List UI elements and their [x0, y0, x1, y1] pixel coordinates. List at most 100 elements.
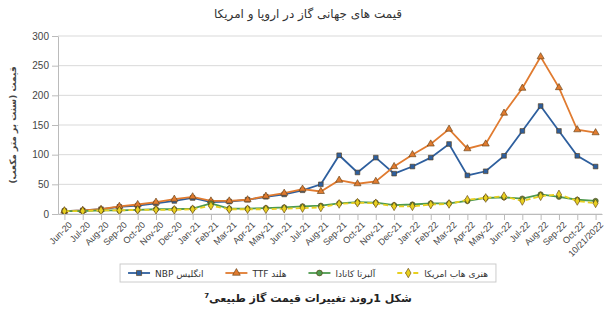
x-tick-mark [449, 214, 450, 220]
series-marker [99, 206, 104, 214]
legend-marker [233, 269, 241, 276]
x-tick-mark [559, 214, 560, 220]
series-marker [465, 173, 470, 178]
x-tick-mark [156, 214, 157, 220]
x-tick-mark [376, 214, 377, 220]
x-tick-mark [467, 214, 468, 220]
series-markers [61, 53, 599, 213]
series-marker [336, 176, 343, 182]
series-marker [538, 192, 543, 201]
series-marker [519, 84, 526, 90]
series-marker [152, 198, 159, 204]
caption-group: 7شکل 1روند تغییرات قیمت گاز طبیعی [204, 292, 412, 305]
series-marker [555, 84, 562, 90]
series-marker [520, 129, 525, 134]
series-marker [592, 129, 599, 135]
series-marker [171, 195, 178, 201]
x-tick-mark [357, 214, 358, 220]
series-marker [318, 182, 323, 187]
legend-label: آلبرتا کانادا [335, 268, 375, 279]
series-markers [62, 104, 598, 214]
grid-line [58, 214, 602, 215]
plot: 050100150200250300Jun-20Jul-20Aug-20Sep-… [32, 31, 605, 259]
series-marker [447, 200, 452, 209]
grid-line [58, 154, 602, 155]
series-marker [575, 154, 580, 159]
y-tick-mark [52, 125, 58, 126]
caption: شکل 1روند تغییرات قیمت گاز طبیعی [209, 292, 412, 305]
y-axis-title: قیمت (سنت بر متر مکعب) [8, 66, 19, 183]
y-tick-mark [52, 184, 58, 185]
series-marker [574, 126, 581, 132]
x-tick-mark [138, 214, 139, 220]
y-tick-label: 200 [32, 90, 49, 101]
x-tick-label: Jun-21 [267, 220, 294, 247]
series-group [61, 53, 599, 214]
series-marker [500, 109, 507, 115]
y-tick: 0 [43, 209, 58, 220]
series-marker [428, 200, 433, 209]
y-tick-label: 100 [32, 149, 49, 160]
x-tick-label: 10/21/2022 [566, 220, 605, 259]
x-tick: 10/21/2022 [566, 214, 605, 259]
x-tick-mark [596, 214, 597, 220]
grid [58, 36, 602, 214]
x-tick-label: Jun-22 [487, 220, 514, 247]
legend: NBP انگلیسTTF هلندآلبرتا کاناداهنری هاب … [120, 264, 496, 282]
series-marker [391, 162, 398, 168]
series-marker [244, 196, 251, 202]
series-marker [282, 204, 287, 213]
series-marker [427, 140, 434, 146]
legend-item: NBP انگلیس [128, 268, 203, 279]
grid-line [58, 36, 602, 37]
series-marker [410, 164, 415, 169]
x-tick-mark [394, 214, 395, 220]
series-marker [281, 189, 288, 195]
series-marker [226, 197, 233, 203]
y-tick-mark [52, 155, 58, 156]
series-marker [465, 195, 470, 204]
series-marker [62, 207, 67, 214]
grid-line [58, 184, 602, 185]
series-marker [447, 142, 452, 147]
y-tick-mark [52, 36, 58, 37]
series-line [64, 106, 595, 211]
series-marker [355, 170, 360, 175]
legend-marker [317, 270, 323, 276]
series-marker [482, 140, 489, 146]
x-tick-mark [193, 214, 194, 220]
y-tick-mark [52, 95, 58, 96]
series-marker [300, 204, 305, 213]
series-marker [299, 185, 306, 191]
legend-item: TTF هلند [225, 269, 286, 279]
y-tick: 250 [32, 60, 58, 71]
y-tick-mark [52, 214, 58, 215]
x-tick-mark [211, 214, 212, 220]
series-marker [537, 53, 544, 59]
x-tick-mark [119, 214, 120, 220]
x-tick-mark [486, 214, 487, 220]
series-marker [354, 180, 361, 186]
series-marker [208, 201, 213, 210]
series-marker [409, 151, 416, 157]
series-markers [62, 190, 598, 214]
series-marker [593, 164, 598, 169]
series-marker [445, 125, 452, 131]
series-marker [538, 104, 543, 109]
y-tick: 300 [32, 31, 58, 42]
x-tick-mark [339, 214, 340, 220]
legend-item: آلبرتا کانادا [308, 268, 375, 279]
series-marker [337, 153, 342, 158]
series-marker [263, 205, 268, 214]
legend-label: TTF هلند [251, 269, 286, 279]
series-marker [520, 197, 525, 206]
series-line [64, 194, 595, 211]
series-marker [189, 193, 196, 199]
series-marker [262, 192, 269, 198]
y-axis-line [58, 37, 59, 215]
x-axis-line [59, 214, 603, 215]
series-marker [464, 145, 471, 151]
x-tick-mark [522, 214, 523, 220]
y-tick: 150 [32, 120, 58, 131]
series-marker [190, 205, 195, 214]
